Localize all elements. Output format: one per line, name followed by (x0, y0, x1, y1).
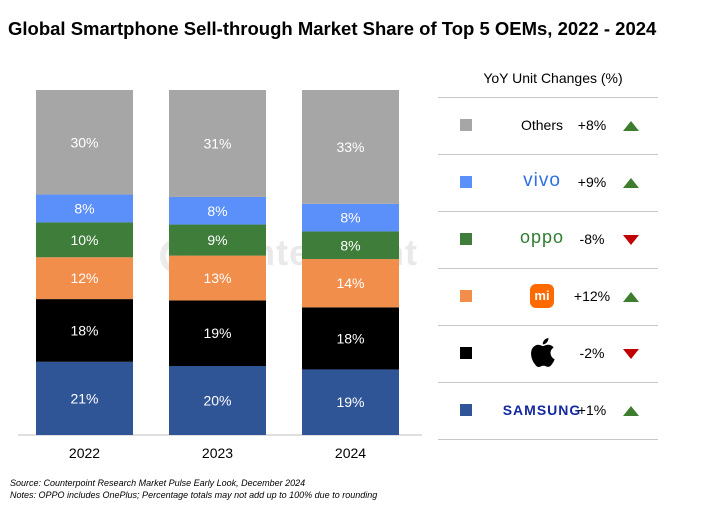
legend-separator (438, 439, 658, 440)
data-label-oppo-2024: 8% (340, 237, 360, 253)
apple-logo-icon (494, 337, 590, 370)
legend-row-vivo: vivo +9% (438, 154, 658, 210)
arrow-down-icon (623, 235, 639, 245)
legend-row-mi: mi +12% (438, 268, 658, 324)
data-label-mi-2023: 13% (203, 270, 231, 286)
legend-row-apple: -2% (438, 325, 658, 381)
legend-swatch-vivo (460, 176, 472, 188)
x-tick-label-2022: 2022 (69, 445, 100, 461)
arrow-up-icon (623, 292, 639, 302)
arrow-up-icon (623, 178, 639, 188)
legend-swatch-samsung (460, 404, 472, 416)
legend-separator (438, 97, 658, 98)
data-label-others-2023: 31% (203, 135, 231, 151)
legend-yoy-change-samsung: +1% (577, 402, 607, 418)
data-label-mi-2024: 14% (336, 275, 364, 291)
bar-segment-samsung-2024 (302, 369, 399, 435)
legend-row-others: Others +8% (438, 97, 658, 153)
bar-segment-oppo-2024 (302, 231, 399, 260)
data-label-samsung-2023: 20% (203, 393, 231, 409)
legend-yoy-change-mi: +12% (573, 288, 611, 304)
legend-separator (438, 154, 658, 155)
data-label-vivo-2024: 8% (340, 210, 360, 226)
vivo-logo: vivo (523, 170, 561, 191)
bar-segment-oppo-2023 (169, 224, 266, 256)
data-label-samsung-2024: 19% (336, 394, 364, 410)
legend-separator (438, 382, 658, 383)
legend-yoy-change-oppo: -8% (579, 231, 605, 247)
data-label-vivo-2023: 8% (207, 203, 227, 219)
arrow-up-icon (623, 406, 639, 416)
bar-segment-vivo-2024 (302, 203, 399, 232)
bar-segment-others-2023 (169, 90, 266, 197)
legend-title: YoY Unit Changes (%) (483, 70, 623, 86)
chart-title: Global Smartphone Sell-through Market Sh… (8, 18, 657, 39)
bar-segment-samsung-2023 (169, 366, 266, 435)
bar-segment-others-2024 (302, 90, 399, 204)
data-label-apple-2022: 18% (70, 322, 98, 338)
legend-yoy-change-apple: -2% (579, 345, 605, 361)
data-label-oppo-2022: 10% (70, 232, 98, 248)
legend-yoy-change-vivo: +9% (577, 174, 607, 190)
arrow-down-icon (623, 349, 639, 359)
legend-swatch-mi (460, 290, 472, 302)
source-note: Source: Counterpoint Research Market Pul… (10, 478, 306, 488)
bar-segment-apple-2023 (169, 300, 266, 366)
data-label-samsung-2022: 21% (70, 390, 98, 406)
data-label-apple-2024: 18% (336, 330, 364, 346)
data-label-apple-2023: 19% (203, 325, 231, 341)
notes-text: Notes: OPPO includes OnePlus; Percentage… (10, 490, 378, 500)
legend-separator (438, 211, 658, 212)
data-label-mi-2022: 12% (70, 270, 98, 286)
bar-segment-samsung-2022 (36, 361, 133, 435)
legend-swatch-apple (460, 347, 472, 359)
bar-segment-others-2022 (36, 90, 133, 195)
legend-yoy-change-others: +8% (577, 117, 607, 133)
x-tick-label-2023: 2023 (202, 445, 233, 461)
bar-segment-vivo-2023 (169, 196, 266, 225)
legend-row-samsung: SAMSUNG +1% (438, 382, 658, 438)
bar-segment-apple-2024 (302, 307, 399, 370)
legend-separator (438, 268, 658, 269)
data-label-vivo-2022: 8% (74, 200, 94, 216)
bar-segment-oppo-2022 (36, 222, 133, 258)
legend-row-oppo: oppo -8% (438, 211, 658, 267)
samsung-logo: SAMSUNG (502, 402, 582, 418)
x-tick-label-2024: 2024 (335, 445, 366, 461)
legend-swatch-others (460, 119, 472, 131)
bar-segment-vivo-2022 (36, 194, 133, 223)
bar-segment-mi-2023 (169, 255, 266, 301)
data-label-oppo-2023: 9% (207, 232, 227, 248)
xiaomi-logo-badge: mi (530, 284, 554, 308)
oppo-logo: oppo (519, 227, 565, 247)
bar-segment-mi-2022 (36, 257, 133, 300)
legend-swatch-oppo (460, 233, 472, 245)
data-label-others-2022: 30% (70, 134, 98, 150)
legend-separator (438, 325, 658, 326)
arrow-up-icon (623, 121, 639, 131)
bar-segment-mi-2024 (302, 259, 399, 308)
data-label-others-2024: 33% (336, 139, 364, 155)
xiaomi-logo: mi (494, 284, 590, 308)
legend-brand-label: Others (520, 117, 563, 133)
bar-segment-apple-2022 (36, 299, 133, 362)
